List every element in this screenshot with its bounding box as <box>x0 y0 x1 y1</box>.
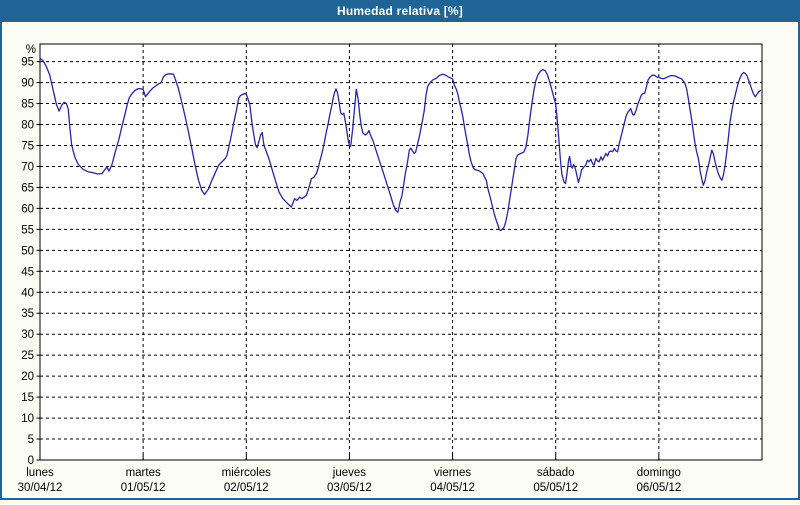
x-date-label: 05/05/12 <box>533 482 578 494</box>
x-day-label: sábado <box>537 467 575 479</box>
y-tick-label: 60 <box>21 203 34 215</box>
y-tick-label: 70 <box>21 161 34 173</box>
humidity-line-chart: 95908580757065605550454035302520151050%l… <box>18 43 763 494</box>
plot-border <box>39 43 763 461</box>
y-tick-label: 85 <box>21 99 34 111</box>
humidity-series-line <box>39 57 762 232</box>
y-tick-label: 0 <box>28 455 34 467</box>
x-date-label: 30/04/12 <box>18 482 63 494</box>
y-tick-label: 80 <box>21 120 34 132</box>
x-day-label: domingo <box>637 467 681 479</box>
y-tick-label: 5 <box>28 434 34 446</box>
y-tick-label: 95 <box>21 57 34 69</box>
y-tick-label: 55 <box>21 224 34 236</box>
y-tick-label: 35 <box>21 308 34 320</box>
x-day-label: jueves <box>332 467 366 479</box>
x-date-label: 04/05/12 <box>430 482 475 494</box>
title-bar: Humedad relativa [%] <box>0 0 800 22</box>
y-tick-label: 50 <box>21 245 34 257</box>
y-tick-label: 90 <box>21 78 34 90</box>
y-tick-label: 30 <box>21 329 34 341</box>
x-day-label: martes <box>126 467 161 479</box>
y-tick-label: 10 <box>21 413 34 425</box>
window-title: Humedad relativa [%] <box>336 4 464 18</box>
y-tick-label: 75 <box>21 140 34 152</box>
y-tick-label: 40 <box>21 287 34 299</box>
x-date-label: 01/05/12 <box>121 482 166 494</box>
x-day-label: miércoles <box>222 467 271 479</box>
x-date-label: 06/05/12 <box>636 482 681 494</box>
x-day-label: lunes <box>26 467 54 479</box>
x-date-label: 03/05/12 <box>327 482 372 494</box>
y-tick-label: 65 <box>21 182 34 194</box>
y-tick-label: 45 <box>21 266 34 278</box>
y-tick-label: 15 <box>21 392 34 404</box>
y-tick-label: 25 <box>21 350 34 362</box>
chart-region: 95 90 85 80 75 70 65 60 55 50 45 40 35 30 25 20 15 10 5 0% l… <box>0 22 800 500</box>
x-date-label: 02/05/12 <box>224 482 269 494</box>
y-tick-label: 20 <box>21 371 34 383</box>
y-axis-unit-label: % <box>26 44 36 56</box>
x-day-label: viernes <box>434 467 471 479</box>
